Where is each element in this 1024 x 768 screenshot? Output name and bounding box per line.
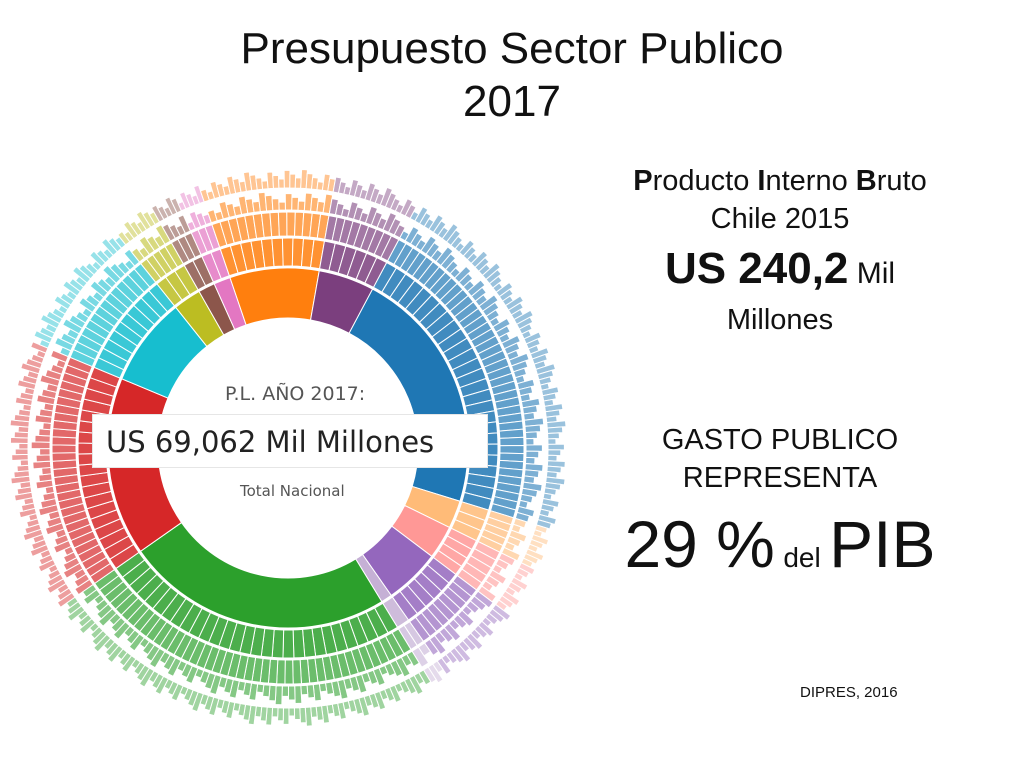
sunburst-arc-green-ring-3-18 (300, 684, 309, 696)
sunburst-arc-green-ring-1-9 (292, 628, 306, 659)
sunburst-arc-blue-ring-4-50 (547, 438, 557, 445)
sunburst-chart (9, 169, 567, 727)
sunburst-arc-red-ring-4-27 (11, 453, 29, 462)
sunburst-arc-orange-ring-3-12 (284, 193, 293, 211)
sunburst-arc-green-ring-4-26 (282, 707, 290, 725)
sunburst-arc-orange-ring-4-13 (272, 174, 280, 189)
sunburst-arc-red-ring-3-20 (32, 460, 52, 470)
center-label-box (92, 414, 488, 468)
sunburst-arc-red-ring-2-17 (51, 444, 77, 454)
sunburst-arc-orange-ring-3-11 (278, 201, 286, 211)
sunburst-arc-blue-ring-4-52 (547, 449, 562, 457)
sunburst-arc-orange-ring-1-5 (271, 237, 284, 268)
sunburst-arc-blue-ring-3-40 (525, 437, 535, 446)
sunburst-arc-blue-ring-3-38 (524, 424, 542, 434)
sunburst-arc-green-ring-3-21 (281, 685, 290, 697)
sunburst-arc-red-ring-4-26 (19, 459, 30, 467)
sunburst-arc-green-ring-1-10 (282, 629, 295, 659)
sunburst-arc-red-ring-3-22 (39, 448, 51, 456)
sunburst-arc-red-ring-2-16 (51, 452, 77, 462)
sunburst-arc-plum-ring-1-5 (364, 257, 388, 288)
title-line-2: 2017 (463, 77, 561, 126)
gasto-pct-pib: PIB (829, 507, 936, 581)
sunburst-arc-blue-ring-3-43 (524, 456, 536, 465)
source-citation: DIPRES, 2016 (800, 684, 898, 701)
pib-heading: Producto Interno Bruto (633, 165, 927, 197)
gasto-line-2: REPRESENTA (682, 462, 878, 494)
sunburst-arc-blue-ring-3-41 (525, 444, 543, 452)
sunburst-arc-blue-ring-4-49 (547, 432, 560, 440)
sunburst-arc-red-ring-3-23 (30, 441, 51, 450)
sunburst-arc-orange-ring-4-14 (278, 178, 285, 189)
sunburst-arc-green-ring-4-25 (288, 707, 296, 717)
sunburst-arc-plum-ring-0-0 (309, 270, 374, 334)
sunburst-arc-orange-ring-3-9 (264, 194, 274, 212)
sunburst-arc-plum-ring-4-14 (404, 203, 417, 220)
sunburst-arc-orange-ring-3-14 (297, 200, 306, 212)
gasto-pct-del: del (783, 542, 821, 573)
sunburst-arc-orange-ring-3-10 (271, 198, 280, 212)
sunburst-arc-red-ring-4-28 (14, 448, 29, 456)
pib-value-suffix: Millones (726, 304, 834, 336)
gasto-block: GASTO PUBLICO REPRESENTA (590, 421, 970, 497)
sunburst-arc-green-ring-4-23 (299, 706, 307, 724)
page-title: Presupuesto Sector Publico 2017 (0, 22, 1024, 128)
sunburst-arc-red-ring-3-21 (35, 454, 51, 463)
sunburst-arc-green-ring-4-24 (293, 707, 301, 721)
gasto-line-1: GASTO PUBLICO (661, 424, 899, 456)
sunburst-arc-orange-ring-2-8 (277, 211, 288, 237)
sunburst-arc-orange-ring-1-6 (281, 237, 294, 267)
sunburst-arc-red-ring-4-29 (18, 442, 29, 450)
sunburst-arc-orange-ring-4-16 (289, 173, 297, 189)
sunburst-arc-green-ring-2-14 (292, 659, 302, 685)
sunburst-arc-blue-ring-4-51 (547, 443, 565, 451)
gasto-percentage: 29 % del PIB (590, 506, 970, 582)
sunburst-arc-green-ring-3-19 (294, 685, 303, 705)
sunburst-arc-orange-ring-2-9 (286, 211, 296, 237)
sunburst-arc-green-ring-3-20 (287, 685, 296, 701)
center-label-scope: Total Nacional (240, 482, 345, 500)
title-line-1: Presupuesto Sector Publico (240, 24, 784, 73)
sunburst-arc-blue-ring-3-39 (524, 431, 538, 440)
sunburst-arc-orange-ring-4-15 (283, 169, 291, 189)
pib-block: Producto Interno Bruto Chile 2015 US 240… (590, 162, 970, 339)
sunburst-arc-plum-ring-3-11 (393, 223, 406, 239)
sunburst-arc-red-ring-4-25 (16, 464, 30, 473)
center-label-total: US 69,062 Mil Millones (106, 425, 435, 459)
sunburst-arc-orange-ring-3-13 (291, 196, 300, 211)
sunburst-arc-blue-ring-2-30 (499, 436, 525, 447)
sunburst-arc-orange-ring-0-0 (229, 267, 320, 326)
sunburst-arc-green-ring-3-17 (306, 684, 316, 699)
sunburst-arc-blue-ring-4-48 (546, 426, 564, 435)
sunburst-arc-blue-ring-2-31 (499, 444, 525, 455)
sunburst-arc-orange-ring-2-7 (269, 211, 280, 238)
sunburst-arc-orange-ring-4-12 (266, 171, 275, 190)
center-label-year: P.L. AÑO 2017: (225, 383, 366, 405)
gasto-pct-value: 29 % (624, 507, 775, 581)
sunburst-arc-red-ring-3-18 (38, 473, 53, 483)
pib-value: US 240,2 Mil (664, 244, 896, 293)
sunburst-arc-blue-ring-4-53 (547, 454, 558, 462)
sunburst-arc-green-ring-2-15 (284, 659, 294, 685)
pib-country-year: Chile 2015 (710, 203, 850, 235)
sunburst-arc-blue-ring-3-42 (525, 450, 540, 459)
sunburst-arc-plum-ring-2-8 (380, 235, 400, 262)
